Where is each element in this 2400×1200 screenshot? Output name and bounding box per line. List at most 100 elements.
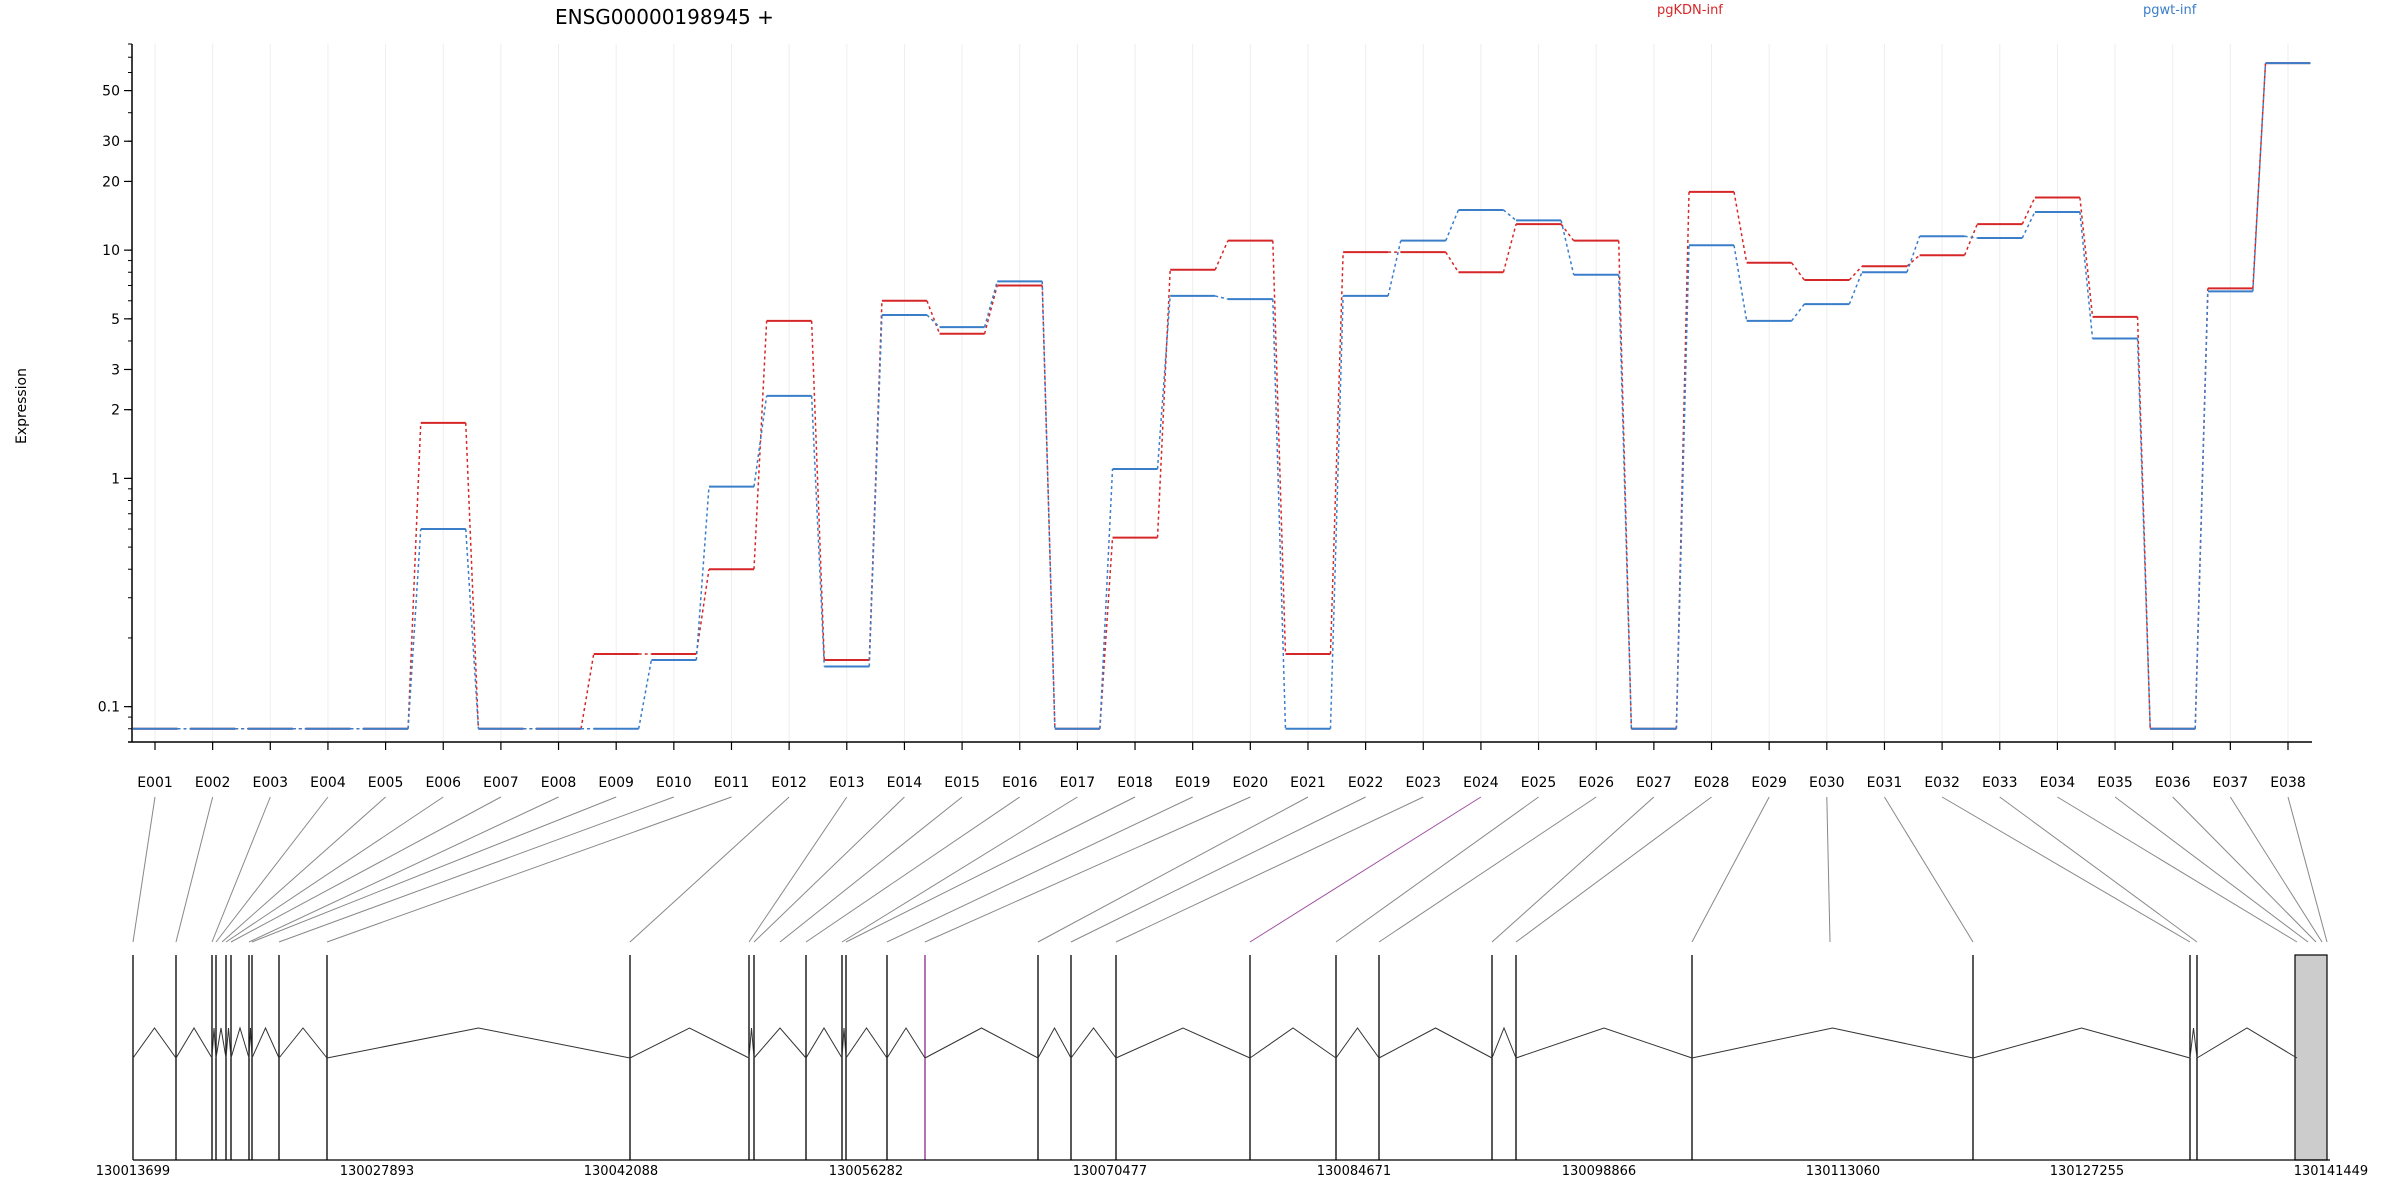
- exon-connector: [1941, 796, 2191, 943]
- x-tick-label-e017: E017: [1060, 775, 1096, 791]
- gene-model: [132, 954, 2330, 1161]
- data-transition: [1791, 303, 1805, 322]
- data-transition: [1445, 251, 1460, 273]
- data-transition: [1733, 245, 1748, 321]
- intron-line: [2189, 1027, 2198, 1059]
- legend-entry-pgwt-inf: pgwt-inf: [2143, 3, 2197, 18]
- exon-connector: [1115, 796, 1424, 943]
- y-tick-label: 2: [111, 403, 120, 419]
- x-tick-label-e029: E029: [1751, 775, 1787, 791]
- exon-connector: [1515, 796, 1712, 943]
- x-tick-label-e037: E037: [2213, 775, 2249, 791]
- genomic-coordinate-axis: 130013699 130027893 130042088 130056282 1300…: [96, 1164, 2368, 1179]
- y-axis-label: Expression: [14, 368, 30, 444]
- intron-lines: [132, 1026, 2298, 1059]
- x-tick-label-e002: E002: [195, 775, 231, 791]
- data-transition: [2252, 63, 2267, 292]
- data-transition: [2021, 197, 2036, 225]
- data-transition: [1041, 285, 1056, 729]
- series-pgKDN-inf: [132, 62, 2311, 730]
- data-transition: [2252, 63, 2267, 289]
- data-transition: [1964, 235, 1978, 239]
- x-tick-label-e035: E035: [2097, 775, 2133, 791]
- exon-connector: [2114, 796, 2309, 943]
- genomic-coordinate-label: 130141449: [2294, 1164, 2368, 1179]
- x-tick-label-e022: E022: [1348, 775, 1384, 791]
- x-tick-label-e010: E010: [656, 775, 692, 791]
- series-pgwt-inf: [132, 62, 2311, 730]
- genomic-coordinate-label: 130013699: [96, 1164, 170, 1179]
- intron-line: [1972, 1027, 2191, 1059]
- exon-connector: [1037, 796, 1309, 943]
- series-lines: [132, 62, 2311, 730]
- x-tick-label-e019: E019: [1175, 775, 1211, 791]
- intron-line: [629, 1027, 750, 1059]
- exon-connector: [1070, 796, 1366, 943]
- intron-line: [215, 1027, 227, 1059]
- exon-connector: [841, 796, 1078, 943]
- exon-connector: [221, 796, 386, 943]
- data-transition: [1560, 220, 1575, 275]
- genomic-coordinate-label: 130070477: [1073, 1164, 1147, 1179]
- exon-connector: [251, 796, 617, 943]
- intron-line: [1037, 1026, 1072, 1059]
- intron-line: [1115, 1027, 1251, 1059]
- intron-line: [924, 1027, 1039, 1059]
- x-tick-label-e012: E012: [771, 775, 807, 791]
- x-tick-label-e005: E005: [368, 775, 404, 791]
- data-transition: [1906, 236, 1921, 273]
- genomic-coordinate-label: 130027893: [340, 1164, 414, 1179]
- data-transition: [868, 314, 883, 667]
- intron-line: [1691, 1027, 1974, 1059]
- exon-connector: [278, 796, 675, 943]
- exon-connector: [1884, 796, 1974, 943]
- exon-connector: [779, 796, 963, 943]
- data-transition: [1214, 295, 1229, 300]
- exon-connector-lines: [132, 796, 2328, 943]
- intron-line: [748, 1027, 755, 1059]
- exon-connector: [215, 796, 329, 943]
- data-transition: [1156, 295, 1171, 469]
- intron-line: [175, 1027, 213, 1059]
- exon-connector: [2172, 796, 2317, 943]
- data-transition: [983, 281, 998, 328]
- x-tick-label-e038: E038: [2270, 775, 2306, 791]
- genomic-coordinate-label: 130084671: [1317, 1164, 1391, 1179]
- x-tick-label-e004: E004: [310, 775, 346, 791]
- data-transition: [464, 528, 480, 729]
- data-transition: [1733, 191, 1748, 263]
- intron-line: [211, 1027, 217, 1059]
- x-tick-label-e011: E011: [714, 775, 750, 791]
- intron-line: [886, 1027, 926, 1059]
- x-tick-label-e031: E031: [1867, 775, 1903, 791]
- data-transition: [1329, 295, 1344, 729]
- x-tick-label-e026: E026: [1578, 775, 1614, 791]
- exon-connector: [1335, 796, 1539, 943]
- data-transition: [1963, 223, 1978, 256]
- data-transition: [1214, 240, 1229, 271]
- data-transition: [1272, 299, 1287, 729]
- data-transition: [2136, 338, 2151, 729]
- x-tick-label-e018: E018: [1117, 775, 1153, 791]
- intron-line: [278, 1027, 328, 1059]
- y-tick-label: 50: [102, 84, 120, 100]
- x-tick-label-e001: E001: [137, 775, 173, 791]
- x-tick-label-e024: E024: [1463, 775, 1499, 791]
- data-transition: [2194, 291, 2209, 729]
- x-tick-label-e014: E014: [887, 775, 923, 791]
- genomic-coordinate-label: 130113060: [1806, 1164, 1880, 1179]
- x-tick-label-e030: E030: [1809, 775, 1845, 791]
- exon-connector: [748, 796, 848, 943]
- data-transition: [1099, 537, 1114, 729]
- x-tick-label-e021: E021: [1290, 775, 1326, 791]
- data-transition: [926, 314, 941, 328]
- x-tick-label-e009: E009: [598, 775, 634, 791]
- intron-line: [2196, 1027, 2298, 1059]
- genomic-coordinate-label: 130056282: [829, 1164, 903, 1179]
- axes: [128, 44, 2312, 743]
- data-transition: [580, 653, 595, 729]
- y-tick-label: 5: [111, 312, 120, 328]
- data-transition: [1387, 240, 1402, 297]
- x-tick-label-e008: E008: [541, 775, 577, 791]
